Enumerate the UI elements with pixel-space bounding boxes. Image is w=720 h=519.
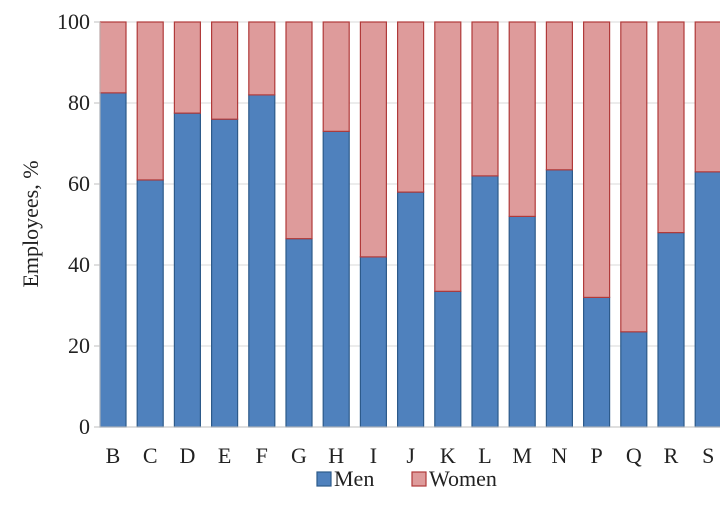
bar-men-m [508, 215, 536, 428]
x-tick-label-m: M [512, 443, 532, 468]
bar-women-c [136, 21, 164, 181]
legend: Men Women [316, 466, 497, 491]
bar-women-n [545, 21, 574, 171]
x-tick-label-f: F [256, 443, 268, 468]
bar-men-c [136, 179, 164, 428]
bar-women-i [359, 21, 387, 258]
bar-men-n [545, 169, 574, 428]
y-axis-title: Employees, % [18, 160, 43, 287]
bar-men-r [657, 232, 685, 428]
bar-men-j [397, 191, 425, 428]
bar-women-r [657, 21, 685, 234]
y-tick-label: 0 [79, 414, 90, 439]
bar-women-l [471, 21, 499, 177]
x-tick-label-j: J [406, 443, 415, 468]
y-tick-labels: 0 20 40 60 80 100 [57, 9, 100, 439]
bar-women-b [99, 21, 127, 94]
legend-swatch-men [316, 471, 332, 487]
x-tick-label-s: S [702, 443, 714, 468]
bar-men-p [582, 296, 611, 428]
x-tick-label-p: P [590, 443, 602, 468]
y-tick-label: 20 [68, 333, 90, 358]
legend-swatch-women [411, 471, 427, 487]
bar-women-d [173, 21, 201, 114]
x-tick-label-c: C [143, 443, 158, 468]
x-tick-label-k: K [440, 443, 456, 468]
bars [99, 21, 720, 428]
x-tick-label-b: B [106, 443, 121, 468]
bar-women-q [620, 21, 648, 333]
bar-women-g [285, 21, 313, 240]
legend-label-men: Men [334, 466, 374, 491]
y-tick-label: 40 [68, 252, 90, 277]
axes [99, 22, 720, 428]
bar-women-p [582, 21, 611, 298]
bar-men-k [434, 290, 462, 428]
x-tick-label-l: L [478, 443, 491, 468]
bar-women-h [322, 21, 350, 132]
x-tick-label-g: G [291, 443, 307, 468]
x-tick-label-i: I [370, 443, 377, 468]
bar-men-s [694, 171, 720, 428]
bar-men-g [285, 238, 313, 428]
x-tick-label-r: R [664, 443, 679, 468]
bar-women-j [397, 21, 425, 193]
bar-men-i [359, 256, 387, 428]
bar-men-b [99, 92, 127, 428]
bar-women-k [434, 21, 462, 292]
x-tick-label-h: H [328, 443, 344, 468]
bar-men-d [173, 112, 201, 428]
bar-women-m [508, 21, 536, 217]
x-tick-label-n: N [551, 443, 567, 468]
bar-men-h [322, 130, 350, 428]
bar-men-l [471, 175, 499, 428]
bar-women-s [694, 21, 720, 173]
x-tick-label-q: Q [626, 443, 642, 468]
bar-men-f [248, 94, 276, 428]
x-tick-label-d: D [179, 443, 195, 468]
bar-men-e [211, 118, 239, 428]
bar-women-f [248, 21, 276, 96]
x-tick-label-e: E [218, 443, 231, 468]
bar-men-q [620, 331, 648, 428]
bar-women-e [211, 21, 239, 120]
y-tick-label: 60 [68, 171, 90, 196]
y-tick-label: 100 [57, 9, 90, 34]
legend-label-women: Women [429, 466, 497, 491]
y-tick-label: 80 [68, 90, 90, 115]
